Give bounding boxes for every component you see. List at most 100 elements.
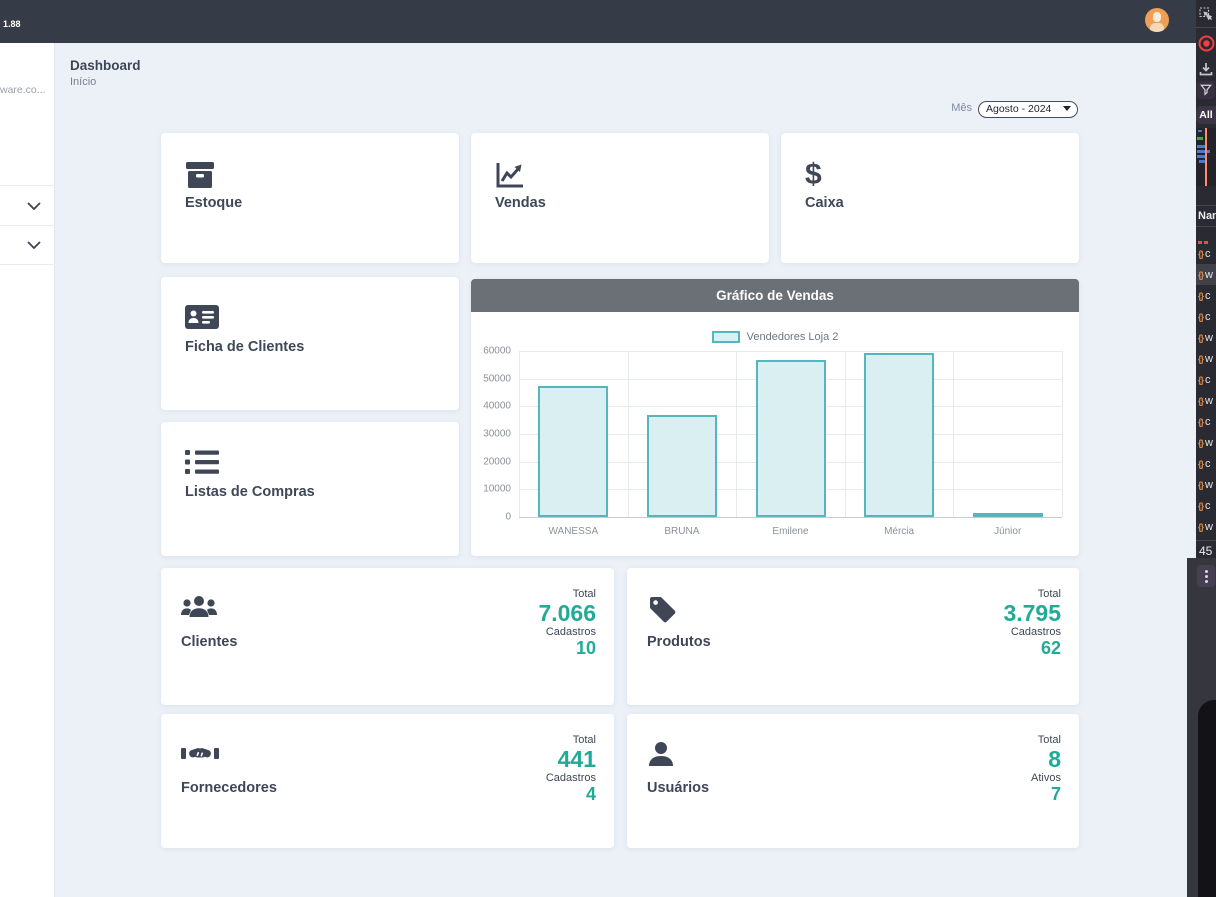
card-label: Caixa bbox=[805, 195, 844, 211]
chevron-down-icon bbox=[27, 201, 41, 210]
card-listas-de-compras[interactable]: Listas de Compras bbox=[161, 422, 459, 556]
request-count: 45 bbox=[1196, 540, 1216, 558]
breadcrumb: Início bbox=[70, 76, 97, 88]
overview-load-marker bbox=[1205, 128, 1207, 186]
request-name: w bbox=[1205, 436, 1213, 449]
request-row[interactable]: {} c bbox=[1196, 453, 1216, 474]
x-axis-label: WANESSA bbox=[548, 526, 599, 537]
script-file-icon: {} bbox=[1198, 248, 1204, 259]
card-fornecedores[interactable]: Fornecedores Total 441 Cadastros 4 bbox=[161, 714, 614, 848]
card-label: Usuários bbox=[647, 780, 710, 796]
chart-bar bbox=[755, 360, 826, 517]
stop-recording-button[interactable] bbox=[1196, 31, 1216, 55]
users-icon bbox=[181, 596, 217, 617]
request-row[interactable]: {} c bbox=[1196, 243, 1216, 264]
devtools-panel-strip: All Nam {}c{}w{}c{}c{}w{}w{}c{}w{}c{}w{}… bbox=[1196, 0, 1216, 558]
card-label: Clientes bbox=[181, 634, 238, 650]
request-row[interactable]: {} w bbox=[1196, 348, 1216, 369]
inspect-icon bbox=[1199, 7, 1213, 21]
chart-bar bbox=[864, 353, 935, 517]
script-file-icon: {} bbox=[1198, 416, 1204, 427]
sidebar-accordion-1[interactable] bbox=[0, 185, 55, 225]
sales-chart-panel: Gráfico de Vendas Vendedores Loja 2 0 100… bbox=[471, 279, 1079, 556]
card-caixa[interactable]: $ Caixa bbox=[781, 133, 1079, 263]
filter-all-pill[interactable]: All bbox=[1196, 106, 1216, 124]
chart-header: Gráfico de Vendas bbox=[471, 279, 1079, 312]
request-row[interactable]: {} w bbox=[1196, 432, 1216, 453]
tag-icon bbox=[650, 597, 676, 623]
request-name: c bbox=[1205, 415, 1211, 428]
request-row[interactable]: {} w bbox=[1196, 390, 1216, 411]
y-axis-tick: 10000 bbox=[483, 483, 511, 495]
request-row[interactable]: {} w bbox=[1196, 327, 1216, 348]
filter-button[interactable] bbox=[1196, 80, 1216, 100]
chart-body: Vendedores Loja 2 0 10000 20000 30000 40000 5… bbox=[471, 312, 1079, 556]
x-axis-label: BRUNA bbox=[664, 526, 700, 537]
metric-value: 62 bbox=[1040, 638, 1061, 659]
x-axis-label: Mércia bbox=[884, 526, 915, 537]
request-row[interactable]: {} c bbox=[1196, 411, 1216, 432]
request-name: w bbox=[1205, 520, 1213, 533]
month-select[interactable]: Agosto - 2024 bbox=[978, 100, 1078, 118]
request-row[interactable]: {} w bbox=[1196, 264, 1216, 285]
inspect-element-button[interactable] bbox=[1196, 2, 1216, 26]
script-file-icon: {} bbox=[1198, 290, 1204, 301]
card-clientes[interactable]: Clientes Total 7.066 Cadastros 10 bbox=[161, 568, 614, 705]
name-column-header[interactable]: Nam bbox=[1196, 205, 1216, 227]
card-metrics: Total 441 Cadastros 4 bbox=[546, 734, 596, 805]
card-produtos[interactable]: Produtos Total 3.795 Cadastros 62 bbox=[627, 568, 1079, 705]
request-row[interactable]: {} c bbox=[1196, 495, 1216, 516]
card-vendas[interactable]: Vendas bbox=[471, 133, 769, 263]
request-row[interactable]: {} w bbox=[1196, 474, 1216, 495]
dollar-icon: $ bbox=[805, 158, 822, 191]
request-name: c bbox=[1205, 373, 1211, 386]
chart-bar bbox=[538, 386, 609, 517]
address-card-icon bbox=[185, 305, 219, 329]
request-row[interactable]: {} c bbox=[1196, 306, 1216, 327]
box-icon bbox=[186, 162, 214, 188]
top-navbar: 1.88 bbox=[0, 0, 1196, 43]
script-file-icon: {} bbox=[1198, 437, 1204, 448]
card-estoque[interactable]: Estoque bbox=[161, 133, 459, 263]
overview-blue-bar bbox=[1197, 155, 1206, 158]
user-avatar[interactable] bbox=[1145, 8, 1169, 32]
list-icon bbox=[185, 450, 219, 474]
sidebar-accordion-2[interactable] bbox=[0, 225, 55, 265]
script-file-icon: {} bbox=[1198, 521, 1204, 532]
chart-bar bbox=[972, 513, 1043, 517]
chart-legend[interactable]: Vendedores Loja 2 bbox=[471, 331, 1079, 343]
chart-title: Gráfico de Vendas bbox=[716, 288, 834, 303]
request-row[interactable]: {} w bbox=[1196, 516, 1216, 537]
card-usuarios[interactable]: Usuários Total 8 Ativos 7 bbox=[627, 714, 1079, 848]
script-file-icon: {} bbox=[1198, 353, 1204, 364]
overview-green-bar bbox=[1197, 137, 1203, 140]
y-axis-tick: 30000 bbox=[483, 428, 511, 440]
card-label: Listas de Compras bbox=[185, 484, 315, 500]
metric-value: 7.066 bbox=[538, 600, 596, 626]
download-icon bbox=[1199, 63, 1213, 76]
download-button[interactable] bbox=[1196, 58, 1216, 80]
request-row[interactable]: {} c bbox=[1196, 369, 1216, 390]
main-content: Dashboard Início Mês Agosto - 2024 Estoq… bbox=[55, 43, 1196, 897]
y-axis-tick: 50000 bbox=[483, 373, 511, 385]
page-title: Dashboard bbox=[70, 58, 141, 73]
filter-button-bg bbox=[1197, 81, 1215, 99]
metric-label: Cadastros bbox=[545, 772, 596, 785]
card-ficha-de-clientes[interactable]: Ficha de Clientes bbox=[161, 277, 459, 410]
card-label: Ficha de Clientes bbox=[185, 339, 305, 355]
funnel-icon bbox=[1200, 84, 1212, 96]
metric-label: Cadastros bbox=[545, 626, 596, 639]
x-axis-label: Júnior bbox=[994, 526, 1022, 537]
sidebar-logo-text: ware.co... bbox=[0, 84, 46, 96]
chart-line-icon bbox=[496, 163, 523, 188]
kebab-menu-button[interactable] bbox=[1197, 565, 1215, 587]
overview-blue-bar bbox=[1197, 145, 1207, 148]
request-name: w bbox=[1205, 478, 1213, 491]
request-row[interactable]: {} c bbox=[1196, 285, 1216, 306]
network-overview[interactable] bbox=[1196, 128, 1216, 186]
error-marks bbox=[1198, 231, 1214, 244]
request-name: w bbox=[1205, 268, 1213, 281]
script-file-icon: {} bbox=[1198, 269, 1204, 280]
x-axis-label: Emilene bbox=[772, 526, 809, 537]
